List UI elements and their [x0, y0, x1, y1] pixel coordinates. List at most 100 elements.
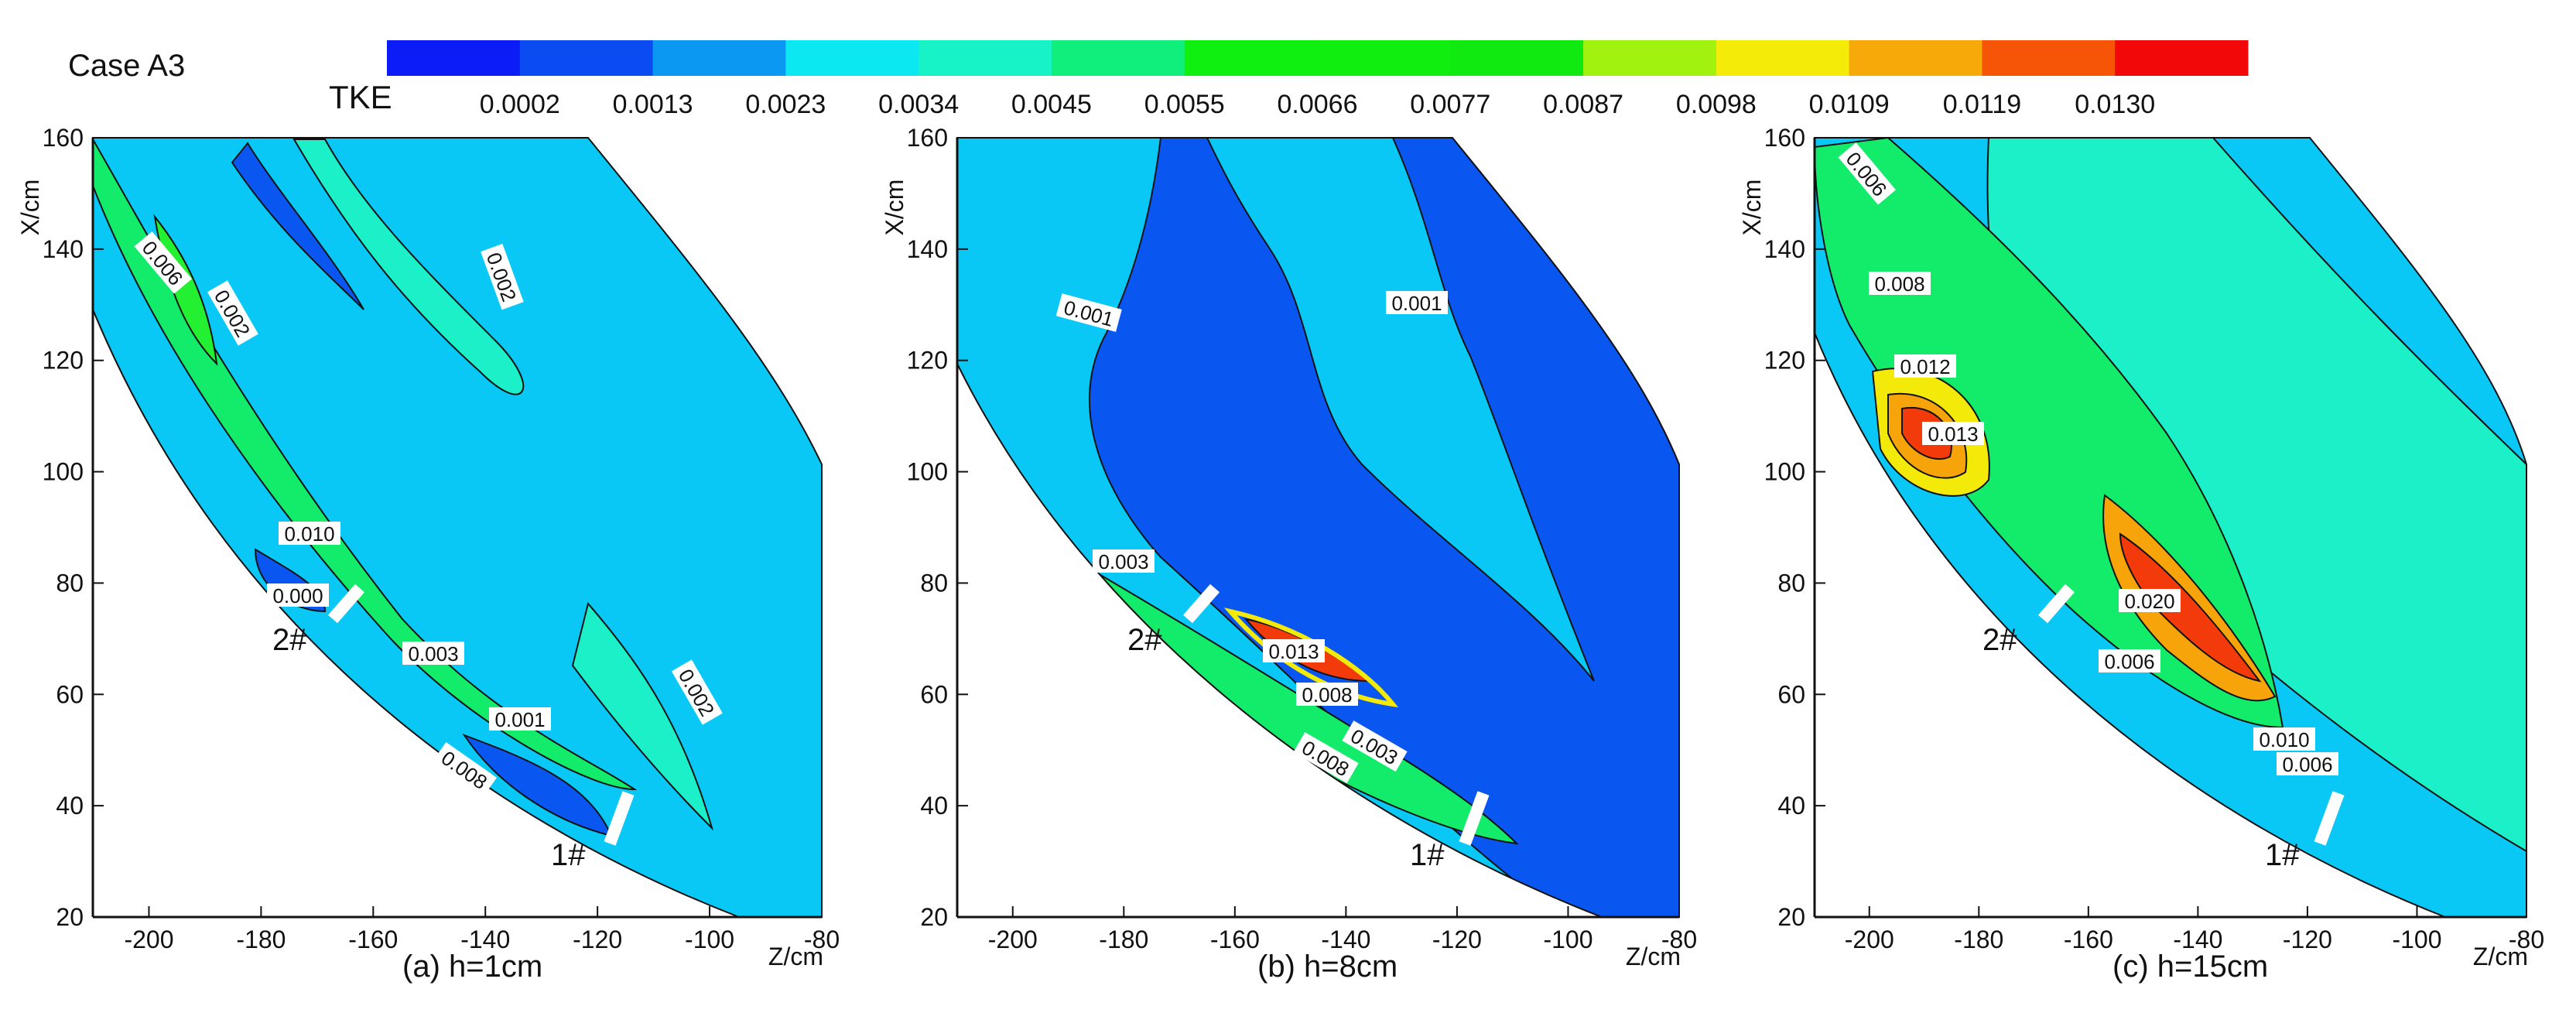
contour-label-bg — [1055, 293, 1122, 332]
contour-label-bg — [1869, 272, 1931, 295]
panel-c-title: (c) h=15cm — [2112, 950, 2268, 984]
panel-c-contour-label: 0.006 — [2099, 649, 2160, 673]
panel-c-y-tick-label: 60 — [1777, 680, 1805, 708]
contour-label-text: 0.003 — [408, 642, 458, 666]
colorbar-segment — [1317, 40, 1451, 76]
panel-a-x-tick-label: -80 — [804, 926, 840, 953]
panel-c-contours — [1815, 138, 2526, 917]
panel-c-y-tick-label: 80 — [1777, 569, 1805, 597]
panel-b-axes: -200 -180 -160 -140 -120 -100 -80 20 40 60 80 100 12… — [881, 124, 1697, 970]
panel-c-x-tick-label: -140 — [2173, 926, 2222, 953]
colorbar-segment — [2115, 40, 2249, 76]
colorbar-tick-label: 0.0130 — [2075, 90, 2155, 119]
panel-b-y-tick-label: 140 — [907, 235, 948, 263]
contour-label-bg — [1263, 639, 1325, 662]
panel-a-x-axis-label: Z/cm — [768, 943, 823, 970]
panel-b-inlet-2 — [1182, 584, 1220, 624]
colorbar-segment — [519, 40, 654, 76]
panel-b-x-tick-label: -200 — [988, 926, 1038, 953]
colorbar-segment — [1051, 40, 1185, 76]
colorbar-segment — [1450, 40, 1584, 76]
colorbar-ticks: 0.0002 0.0013 0.0023 0.0034 0.0045 0.0055 0.00… — [480, 90, 2155, 119]
panel-c-contour-label: 0.008 — [1869, 272, 1931, 296]
contour-label-bg — [279, 522, 340, 545]
panel-a-axes: -200 -180 -160 -140 -120 -100 -80 20 40 60 80 100 12… — [16, 124, 840, 970]
panel-b-x-tick-label: -140 — [1321, 926, 1370, 953]
contour-label-text: 0.010 — [284, 522, 334, 546]
panel-b: 2# 1# 0.001 0.0010.0030.0130.0080.0030.00… — [881, 124, 1697, 984]
panel-a-x-tick-label: -200 — [124, 926, 173, 953]
panel-a-y-tick-label: 60 — [56, 680, 84, 708]
panel-a-marker-1: 1# — [551, 838, 586, 872]
contour-label-text: 0.020 — [2124, 590, 2174, 613]
contour-label-bg — [671, 659, 723, 725]
contour-label-text: 0.013 — [1268, 640, 1319, 663]
contour-label-bg — [207, 280, 258, 346]
panel-b-y-axis-label: X/cm — [881, 180, 908, 236]
panel-c-contour-label: 0.010 — [2253, 727, 2315, 751]
contour-label-text: 0.012 — [1900, 355, 1950, 378]
contour-label-text: 0.003 — [1098, 550, 1148, 573]
panel-b-x-tick-label: -180 — [1099, 926, 1148, 953]
panel-b-y-tick-label: 20 — [920, 903, 948, 931]
panel-b-marker-2: 2# — [1127, 623, 1162, 657]
panel-a-x-tick-label: -120 — [573, 926, 622, 953]
contour-label-text: 0.001 — [494, 708, 545, 731]
contour-label-bg — [1342, 720, 1408, 772]
panel-c-y-tick-label: 120 — [1764, 347, 1805, 375]
panel-b-region-middle — [1206, 138, 1595, 682]
colorbar-tick-label: 0.0066 — [1278, 90, 1358, 119]
colorbar-segment — [1583, 40, 1717, 76]
contour-label-bg — [1296, 683, 1358, 706]
contour-label-bg — [489, 707, 551, 731]
panel-a-y-tick-label: 20 — [56, 903, 84, 931]
colorbar-tick-label: 0.0055 — [1144, 90, 1225, 119]
panel-a-y-tick-label: 160 — [43, 124, 84, 152]
panel-a-y-tick-label: 140 — [43, 235, 84, 263]
panel-a-inlet-2 — [327, 584, 365, 624]
panel-c-x-tick-label: -200 — [1845, 926, 1894, 953]
contour-label-bg — [1838, 142, 1896, 205]
colorbar-tick-label: 0.0119 — [1943, 90, 2021, 119]
colorbar-tick-label: 0.0023 — [745, 90, 826, 119]
panel-c-marker-2: 2# — [1982, 623, 2017, 657]
colorbar-tick-label: 0.0045 — [1011, 90, 1092, 119]
panel-a-region-upper — [292, 139, 525, 395]
colorbar-tick-label: 0.0098 — [1676, 90, 1757, 119]
panel-c-region-red2 — [2119, 532, 2262, 683]
colorbar-segment — [919, 40, 1052, 76]
contour-label-text: 0.008 — [1302, 683, 1352, 707]
colorbar-tick-label: 0.0013 — [613, 90, 693, 119]
colorbar-tick-label: 0.0077 — [1410, 90, 1490, 119]
panel-b-contours — [957, 138, 1679, 917]
panel-a-x-tick-label: -100 — [685, 926, 734, 953]
panel-b-x-tick-label: -120 — [1432, 926, 1482, 953]
panel-c-x-tick-label: -80 — [2509, 926, 2544, 953]
colorbar-tick-label: 0.0034 — [878, 90, 959, 119]
panel-b-x-axis-label: Z/cm — [1626, 943, 1681, 970]
panel-a-y-axis-label: X/cm — [16, 180, 44, 236]
panel-b-y-tick-label: 80 — [920, 569, 948, 597]
panel-c-y-axis-label: X/cm — [1738, 180, 1766, 236]
panel-c-axes: -200 -180 -160 -140 -120 -100 -80 20 40 60 80 100 12… — [1738, 124, 2544, 970]
panel-c-contour-label: 0.012 — [1894, 354, 1956, 378]
panel-b-contour-label: 0.003 — [1093, 549, 1155, 573]
contour-label-text: 0.000 — [272, 584, 323, 607]
panel-a-contour-label: 0.003 — [402, 642, 464, 666]
panel-a-y-tick-label: 120 — [43, 347, 84, 375]
colorbar-segment — [1184, 40, 1318, 76]
panel-a-title: (a) h=1cm — [402, 950, 542, 984]
panel-b-marker-1: 1# — [1410, 838, 1445, 872]
panel-a-x-tick-label: -160 — [348, 926, 398, 953]
contour-label-bg — [402, 642, 464, 665]
panel-c-x-axis-label: Z/cm — [2473, 943, 2528, 970]
contour-label-bg — [481, 243, 524, 310]
panel-c-contour-label: 0.020 — [2119, 589, 2181, 613]
panel-a-x-tick-label: -180 — [236, 926, 286, 953]
panel-c-y-tick-label: 40 — [1777, 792, 1805, 820]
contour-label-text: 0.006 — [2104, 650, 2154, 673]
panel-a-inlet-1 — [604, 791, 635, 846]
contour-label-text: 0.006 — [2282, 753, 2332, 776]
colorbar-segment — [785, 40, 919, 76]
contour-label-text: 0.010 — [2259, 728, 2309, 751]
